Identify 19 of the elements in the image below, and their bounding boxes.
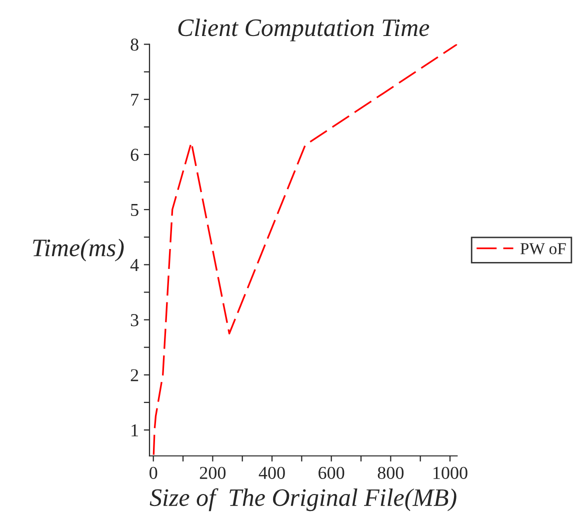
y-tick-label: 7 (131, 94, 139, 106)
y-tick-label: 6 (130, 148, 139, 161)
x-tick-label: 0 (150, 466, 158, 479)
x-tick-label: 1000 (434, 466, 468, 479)
y-axis-title: Time(ms) (33, 238, 124, 262)
y-tick-label: 4 (130, 259, 139, 271)
x-tick-label: 800 (378, 466, 404, 479)
x-tick-label: 600 (318, 466, 344, 479)
y-tick-label: 3 (130, 314, 138, 326)
line-series (152, 44, 458, 456)
y-tick-label: 1 (132, 424, 138, 436)
y-tick-label: 5 (131, 204, 138, 216)
chart-title: Client Computation Time (178, 18, 430, 42)
legend-label: PW oF (520, 243, 566, 254)
x-axis-title: Size of The Original File(MB) (150, 488, 456, 512)
y-tick-label: 2 (130, 369, 138, 382)
x-tick-label: 400 (258, 466, 285, 479)
x-tick-label: 200 (200, 466, 226, 479)
y-tick-label: 8 (130, 38, 138, 51)
